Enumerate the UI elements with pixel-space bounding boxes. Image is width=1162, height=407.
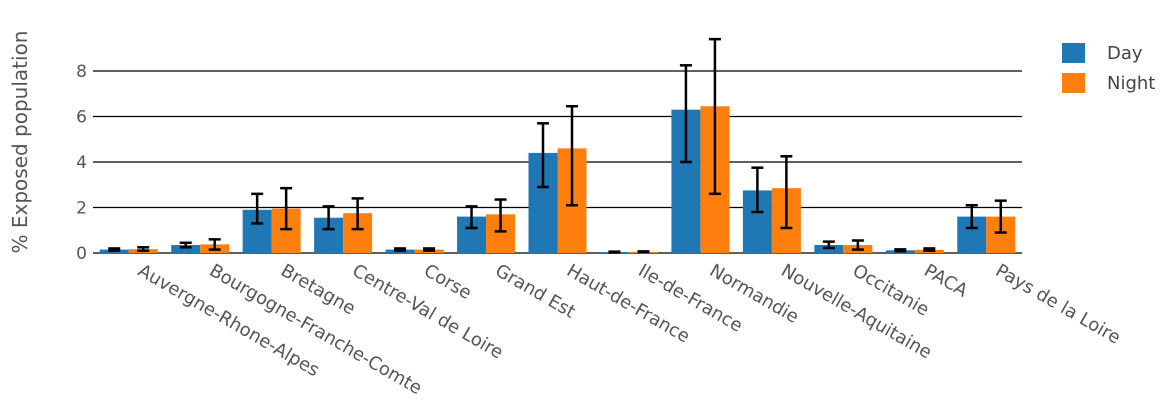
error-bar — [708, 37, 721, 196]
category-label: Pays de la Loire — [992, 260, 1124, 348]
legend[interactable]: Day Night — [1062, 43, 1155, 94]
error-bar — [179, 241, 192, 249]
error-bar — [965, 203, 978, 230]
legend-swatch — [1062, 43, 1085, 63]
category-labels: Auvergne-Rhone-AlpesBourgogne-Franche-Co… — [134, 260, 1124, 399]
legend-item-day[interactable]: Day — [1062, 43, 1143, 64]
error-bar — [423, 247, 436, 252]
error-bar — [608, 250, 621, 254]
error-bar — [137, 246, 150, 252]
error-bar — [251, 192, 264, 225]
category-label: PACA — [920, 260, 971, 302]
error-bar — [751, 166, 764, 214]
y-tick-labels: 0 2 4 6 8 — [76, 62, 87, 264]
y-tick-label: 8 — [76, 62, 87, 82]
y-tick-label: 2 — [76, 199, 87, 219]
error-bar — [851, 239, 864, 251]
legend-label: Night — [1107, 73, 1155, 94]
y-tick-label: 4 — [76, 153, 87, 173]
error-bar — [351, 197, 364, 231]
legend-swatch — [1062, 73, 1085, 93]
y-tick-label: 6 — [76, 108, 87, 128]
bars — [99, 106, 1016, 253]
error-bar — [537, 122, 549, 189]
category-label: Haut-de-France — [563, 260, 693, 347]
y-axis-title: % Exposed population — [8, 31, 32, 254]
error-bar — [494, 198, 507, 233]
error-bar — [322, 205, 335, 231]
error-bars — [108, 37, 1007, 254]
error-bar — [566, 105, 578, 207]
legend-item-night[interactable]: Night — [1062, 73, 1155, 94]
error-bar — [780, 155, 793, 230]
error-bar — [108, 247, 121, 252]
error-bar — [994, 199, 1007, 234]
error-bar — [894, 248, 907, 253]
legend-label: Day — [1107, 43, 1143, 64]
category-label: Grand Est — [492, 260, 579, 323]
bar-day — [171, 245, 201, 253]
error-bar — [637, 250, 650, 254]
category-label: Corse — [420, 260, 475, 304]
error-bar — [394, 247, 407, 252]
error-bar — [822, 240, 835, 250]
error-bar — [465, 205, 478, 230]
error-bar — [280, 186, 293, 231]
error-bar — [208, 238, 221, 251]
error-bar — [679, 64, 692, 164]
error-bar — [923, 247, 936, 252]
y-tick-label: 0 — [76, 244, 87, 264]
